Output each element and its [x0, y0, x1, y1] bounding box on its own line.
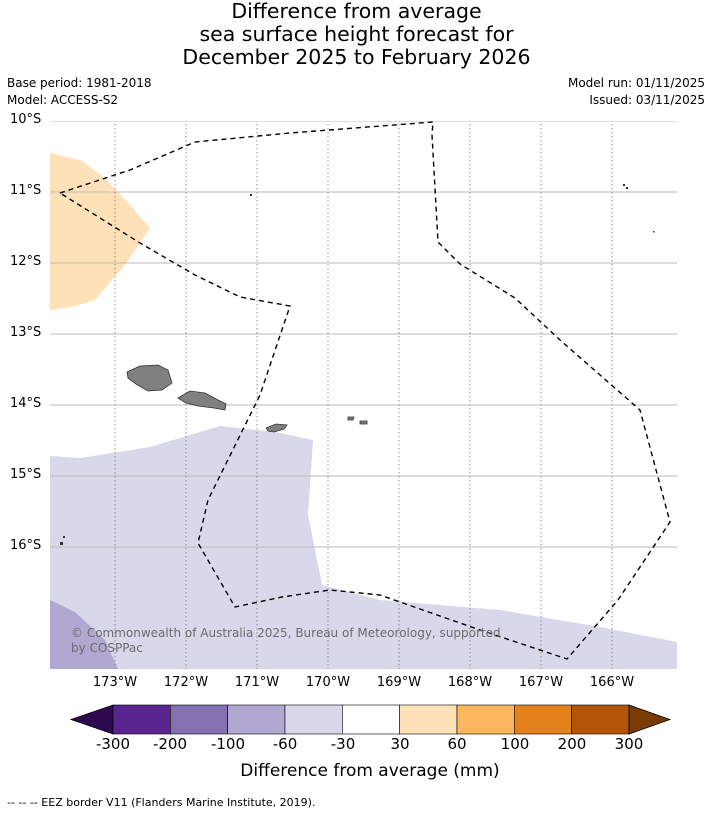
chart-title: Difference from average sea surface heig…: [0, 0, 713, 69]
colorbar-segment-6: [456, 704, 515, 735]
colorbar-segment-2: [227, 704, 286, 735]
samoa-savaii-island: [126, 364, 173, 392]
lon-label-172w: 172°W: [163, 675, 209, 690]
cb-label-1: -200: [152, 735, 188, 753]
eez-borders: [59, 121, 671, 660]
copyright-line-1: © Commonwealth of Australia 2025, Bureau…: [71, 626, 501, 640]
map-area: [50, 121, 677, 669]
american-samoa-tutuila-island: [265, 423, 288, 433]
lon-label-166w: 166°W: [589, 675, 635, 690]
issued-date: Issued: 03/11/2025: [589, 93, 705, 107]
cb-label-2: -100: [210, 735, 246, 753]
cb-label-5: 30: [390, 735, 410, 753]
colorbar-segment-8: [571, 704, 630, 735]
cb-label-7: 100: [500, 735, 530, 753]
colorbar-segment-1: [170, 704, 228, 735]
manua-islands: [347, 416, 368, 425]
model-run: Model run: 01/11/2025: [567, 76, 705, 90]
lon-label-169w: 169°W: [376, 675, 422, 690]
colorbar-segment-5: [399, 704, 458, 735]
lon-label-167w: 167°W: [518, 675, 564, 690]
cb-label-8: 200: [557, 735, 587, 753]
model-name: Model: ACCESS-S2: [7, 93, 119, 107]
colorbar-extend-low: [69, 704, 114, 735]
copyright-line-2: by COSPPac: [71, 641, 143, 655]
lat-label-13s: 13°S: [10, 325, 42, 340]
lat-label-10s: 10°S: [10, 112, 42, 127]
cb-label-6: 60: [447, 735, 467, 753]
colorbar-segment-3: [284, 704, 343, 735]
lat-label-11s: 11°S: [10, 183, 42, 198]
eez-legend: -- -- -- EEZ border V11 (Flanders Marine…: [7, 796, 316, 809]
lat-label-12s: 12°S: [10, 254, 42, 269]
samoa-upolu-island: [177, 390, 227, 411]
lat-gridlines: [50, 121, 677, 548]
anomaly-region-minus100-60: [50, 600, 118, 669]
meta-left: Base period: 1981-2018 Model: ACCESS-S2: [7, 75, 152, 109]
cb-label-4: -30: [330, 735, 356, 753]
lon-gridlines: [114, 121, 613, 669]
title-line-2: sea surface height forecast for: [199, 22, 514, 46]
colorbar-extend-high: [628, 704, 672, 735]
lat-label-16s: 16°S: [10, 538, 42, 553]
colorbar-segment-4: [342, 704, 400, 735]
lat-label-14s: 14°S: [10, 396, 42, 411]
colorbar-title: Difference from average (mm): [240, 761, 500, 781]
cb-label-9: 300: [614, 735, 644, 753]
lon-label-168w: 168°W: [447, 675, 493, 690]
small-islets: [60, 184, 655, 545]
title-line-3: December 2025 to February 2026: [182, 45, 531, 69]
title-line-1: Difference from average: [231, 0, 482, 23]
lat-label-15s: 15°S: [10, 467, 42, 482]
lon-label-173w: 173°W: [92, 675, 138, 690]
cb-label-0: -300: [95, 735, 131, 753]
colorbar: [69, 704, 672, 735]
colorbar-segment-0: [112, 704, 171, 735]
colorbar-segment-7: [514, 704, 572, 735]
cb-label-3: -60: [272, 735, 298, 753]
meta-right: Model run: 01/11/2025 Issued: 03/11/2025: [568, 75, 705, 109]
base-period: Base period: 1981-2018: [7, 76, 152, 90]
anomaly-region-minus60-30: [50, 426, 677, 669]
lon-label-170w: 170°W: [305, 675, 351, 690]
copyright-notice: © Commonwealth of Australia 2025, Bureau…: [71, 626, 501, 656]
eez-border-samoa: [59, 121, 671, 660]
lon-label-171w: 171°W: [234, 675, 280, 690]
